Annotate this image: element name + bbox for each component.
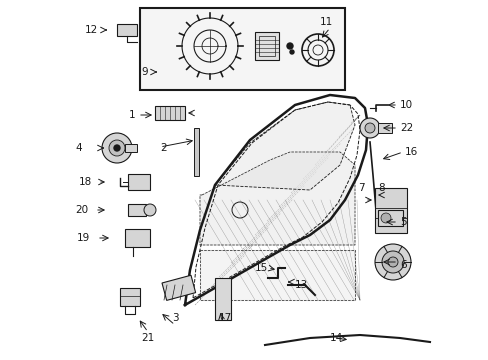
Text: 8: 8: [377, 183, 384, 193]
Text: 16: 16: [404, 147, 417, 157]
Bar: [377, 210, 402, 226]
Text: 14: 14: [329, 333, 343, 343]
Text: 4: 4: [75, 143, 82, 153]
Bar: [194, 128, 199, 176]
Bar: [128, 204, 146, 216]
Text: 13: 13: [294, 280, 307, 290]
Text: 18: 18: [79, 177, 92, 187]
Text: 20: 20: [75, 205, 88, 215]
Bar: [162, 275, 195, 300]
Text: 5: 5: [399, 217, 406, 227]
Text: 11: 11: [319, 17, 332, 27]
Bar: [377, 123, 391, 133]
Text: 1: 1: [128, 110, 135, 120]
Bar: [259, 36, 274, 56]
Polygon shape: [200, 250, 354, 300]
Text: 12: 12: [84, 25, 98, 35]
Bar: [140, 8, 345, 90]
Circle shape: [380, 213, 390, 223]
Bar: [128, 174, 150, 190]
Circle shape: [114, 145, 120, 151]
Circle shape: [364, 123, 374, 133]
Text: 22: 22: [399, 123, 412, 133]
Bar: [125, 144, 137, 152]
Text: 2: 2: [160, 143, 166, 153]
Circle shape: [109, 140, 125, 156]
Circle shape: [143, 204, 156, 216]
Text: 9: 9: [141, 67, 148, 77]
Text: 15: 15: [254, 263, 267, 273]
Circle shape: [289, 50, 293, 54]
Text: 21: 21: [141, 333, 154, 343]
Bar: [374, 188, 406, 233]
Bar: [215, 278, 230, 320]
Circle shape: [102, 133, 132, 163]
Text: 19: 19: [77, 233, 90, 243]
Text: 6: 6: [399, 260, 406, 270]
Text: 17: 17: [218, 313, 231, 323]
Circle shape: [387, 257, 397, 267]
Bar: [155, 106, 184, 120]
Bar: [254, 32, 279, 60]
Polygon shape: [200, 152, 354, 245]
Bar: [120, 288, 140, 306]
Circle shape: [359, 118, 379, 138]
Bar: [125, 229, 150, 247]
Text: 7: 7: [358, 183, 364, 193]
Circle shape: [381, 251, 403, 273]
Text: 3: 3: [171, 313, 178, 323]
Text: 10: 10: [399, 100, 412, 110]
Circle shape: [374, 244, 410, 280]
Polygon shape: [215, 102, 354, 190]
Circle shape: [286, 43, 292, 49]
Bar: [117, 24, 137, 36]
